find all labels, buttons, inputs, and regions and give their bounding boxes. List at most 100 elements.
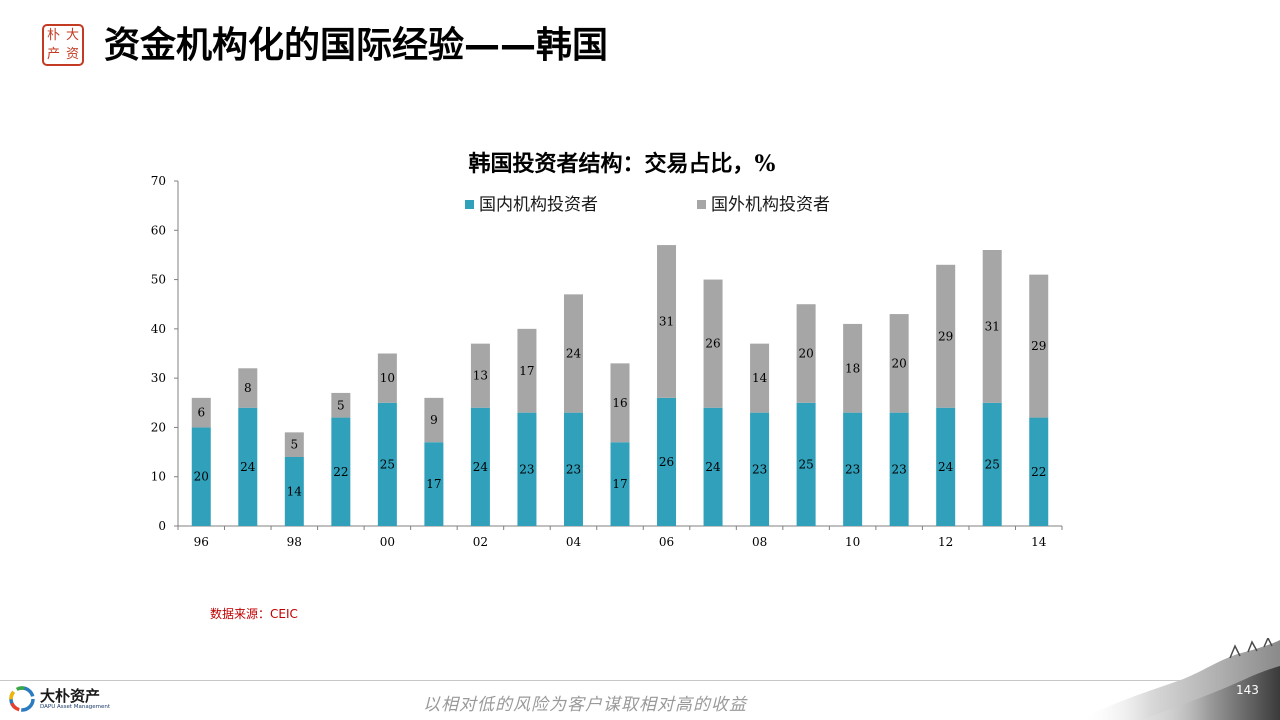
data-label: 18 [845,361,860,375]
bar-foreign [424,397,444,443]
bar-foreign [331,392,351,418]
bar-foreign [377,353,397,403]
data-label: 25 [380,457,395,471]
data-label: 17 [426,477,441,491]
bar-domestic [796,402,816,526]
data-label: 31 [985,319,1000,333]
brand-seal-logo: 朴 大 产 资 [42,24,84,66]
ink-landscape-decoration [1080,638,1280,720]
seal-char: 朴 [46,28,60,43]
data-label: 17 [612,477,627,491]
bar-domestic [750,412,770,526]
data-label: 22 [333,465,348,479]
data-source-note: 数据来源：CEIC [210,607,298,621]
page-number: 143 [1236,683,1259,697]
data-label: 13 [473,369,488,383]
chart-title: 韩国投资者结构：交易占比，% [469,151,776,177]
bar-foreign [517,328,537,413]
bar-domestic [377,402,397,526]
bar-foreign [191,397,211,428]
bar-domestic [843,412,863,526]
x-tick-label: 08 [752,535,767,549]
data-label: 23 [519,462,534,476]
y-tick-label: 40 [151,322,166,336]
bar-foreign [936,264,956,408]
data-label: 25 [985,457,1000,471]
x-tick-label: 98 [287,535,302,549]
data-label: 24 [473,460,489,474]
bar-domestic [703,407,723,526]
data-label: 22 [1031,465,1046,479]
data-label: 24 [705,460,721,474]
bar-foreign [284,432,304,457]
data-label: 14 [752,371,768,385]
bar-foreign [657,245,677,398]
x-tick-label: 96 [194,535,209,549]
bar-domestic [936,407,956,526]
x-tick-label: 12 [938,535,953,549]
logo-name-cn: 大朴资产 [40,687,101,705]
legend-label: 国外机构投资者 [711,195,830,215]
data-label: 23 [566,462,581,476]
data-label: 25 [798,457,813,471]
data-label: 10 [380,371,395,385]
bar-domestic [517,412,537,526]
data-label: 23 [845,462,860,476]
data-label: 8 [244,381,252,395]
page-title: 资金机构化的国际经验——韩国 [104,25,609,66]
y-tick-label: 60 [151,223,166,237]
data-label: 23 [752,462,767,476]
data-label: 16 [612,396,627,410]
bar-domestic [424,442,444,526]
footer-divider [0,680,1280,681]
bar-domestic [563,412,583,526]
bar-foreign [750,343,770,413]
data-label: 23 [892,462,907,476]
bar-foreign [703,279,723,408]
data-label: 26 [659,455,674,469]
bar-foreign [796,304,816,403]
bar-domestic [1029,417,1049,526]
footer-slogan: 以相对低的风险为客户谋取相对高的收益 [423,695,747,715]
data-label: 9 [430,413,438,427]
data-label: 14 [287,485,303,499]
bar-foreign [238,368,258,408]
x-tick-label: 02 [473,535,488,549]
bar-foreign [1029,274,1049,418]
bar-domestic [889,412,909,526]
data-label: 24 [938,460,954,474]
x-tick-label: 00 [380,535,395,549]
seal-char: 资 [65,47,79,62]
data-label: 20 [892,356,907,370]
bar-domestic [470,407,490,526]
legend-swatch [465,200,474,209]
logo-name-en: DAPU Asset Management [40,704,111,710]
data-label: 29 [938,329,953,343]
data-label: 31 [659,314,674,328]
bar-foreign [610,363,630,443]
y-tick-label: 50 [151,273,166,287]
legend-label: 国内机构投资者 [479,195,598,215]
x-tick-label: 04 [566,535,582,549]
x-tick-label: 14 [1031,535,1047,549]
bar-domestic [657,397,677,526]
bar-domestic [238,407,258,526]
data-label: 24 [240,460,256,474]
data-label: 20 [798,347,813,361]
bar-foreign [563,294,583,413]
x-tick-label: 10 [845,535,860,549]
data-label: 5 [337,398,345,412]
bar-foreign [470,343,490,408]
bar-foreign [889,314,909,413]
y-tick-label: 0 [158,519,166,533]
bar-domestic [331,417,351,526]
bar-foreign [982,250,1002,403]
data-label: 26 [705,337,720,351]
data-label: 6 [197,406,205,420]
x-tick-label: 06 [659,535,674,549]
data-label: 20 [194,470,209,484]
y-tick-label: 20 [151,420,166,434]
bar-domestic [284,457,304,526]
bar-foreign [843,323,863,413]
